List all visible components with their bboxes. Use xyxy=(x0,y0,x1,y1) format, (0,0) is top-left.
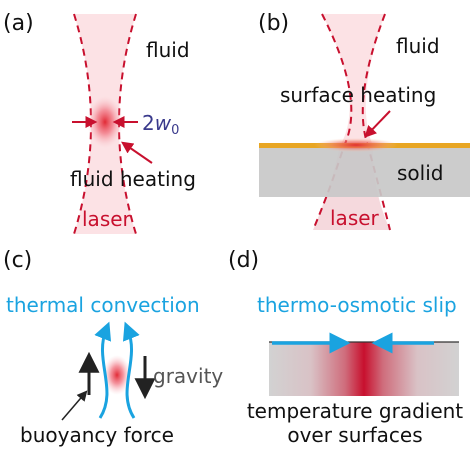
surface-heating-label: surface heating xyxy=(280,83,436,107)
panel-a-tag: (a) xyxy=(3,11,34,36)
buoyancy-pointer xyxy=(61,390,88,421)
thermo-osmotic-slip-title: thermo-osmotic slip xyxy=(257,293,457,317)
panel-d: (d) thermo-osmotic slip temperature grad… xyxy=(228,248,463,447)
heating-pointer-b xyxy=(364,110,391,138)
heating-pointer-a xyxy=(121,141,153,164)
caption-line-2: over surfaces xyxy=(287,423,422,447)
gravity-label: gravity xyxy=(153,364,223,388)
buoyancy-force-label: buoyancy force xyxy=(20,423,174,447)
fluid-heating-label: fluid heating xyxy=(70,167,196,191)
waist-label: 2w0 xyxy=(142,111,179,138)
laser-label-b: laser xyxy=(330,206,380,230)
gradient-slab xyxy=(269,342,459,396)
convection-flow-right xyxy=(122,321,140,419)
waist-variable: w xyxy=(155,111,172,135)
fluid-label-a: fluid xyxy=(146,38,190,62)
panel-a: (a) 2w0 fluid fluid heating laser xyxy=(3,11,196,235)
solid-label: solid xyxy=(397,161,443,185)
panel-b: (b) fluid surface heating solid laser xyxy=(258,11,470,231)
caption-line-1: temperature gradient xyxy=(247,399,463,423)
laser-label-a: laser xyxy=(82,207,132,231)
panel-b-tag: (b) xyxy=(258,11,289,36)
waist-number: 2 xyxy=(142,111,155,135)
convection-flow-left xyxy=(94,321,112,419)
fluid-label-b: fluid xyxy=(396,34,440,58)
hot-spot-b xyxy=(314,138,398,152)
waist-subscript: 0 xyxy=(171,123,179,138)
hot-spot-c xyxy=(103,355,131,395)
panel-c: (c) thermal convection gravity buoyancy … xyxy=(3,248,223,447)
panel-c-tag: (c) xyxy=(3,248,32,273)
thermal-convection-title: thermal convection xyxy=(6,293,200,317)
solid-substrate xyxy=(259,146,470,197)
panel-d-tag: (d) xyxy=(228,248,259,273)
hot-spot-a xyxy=(87,96,123,148)
